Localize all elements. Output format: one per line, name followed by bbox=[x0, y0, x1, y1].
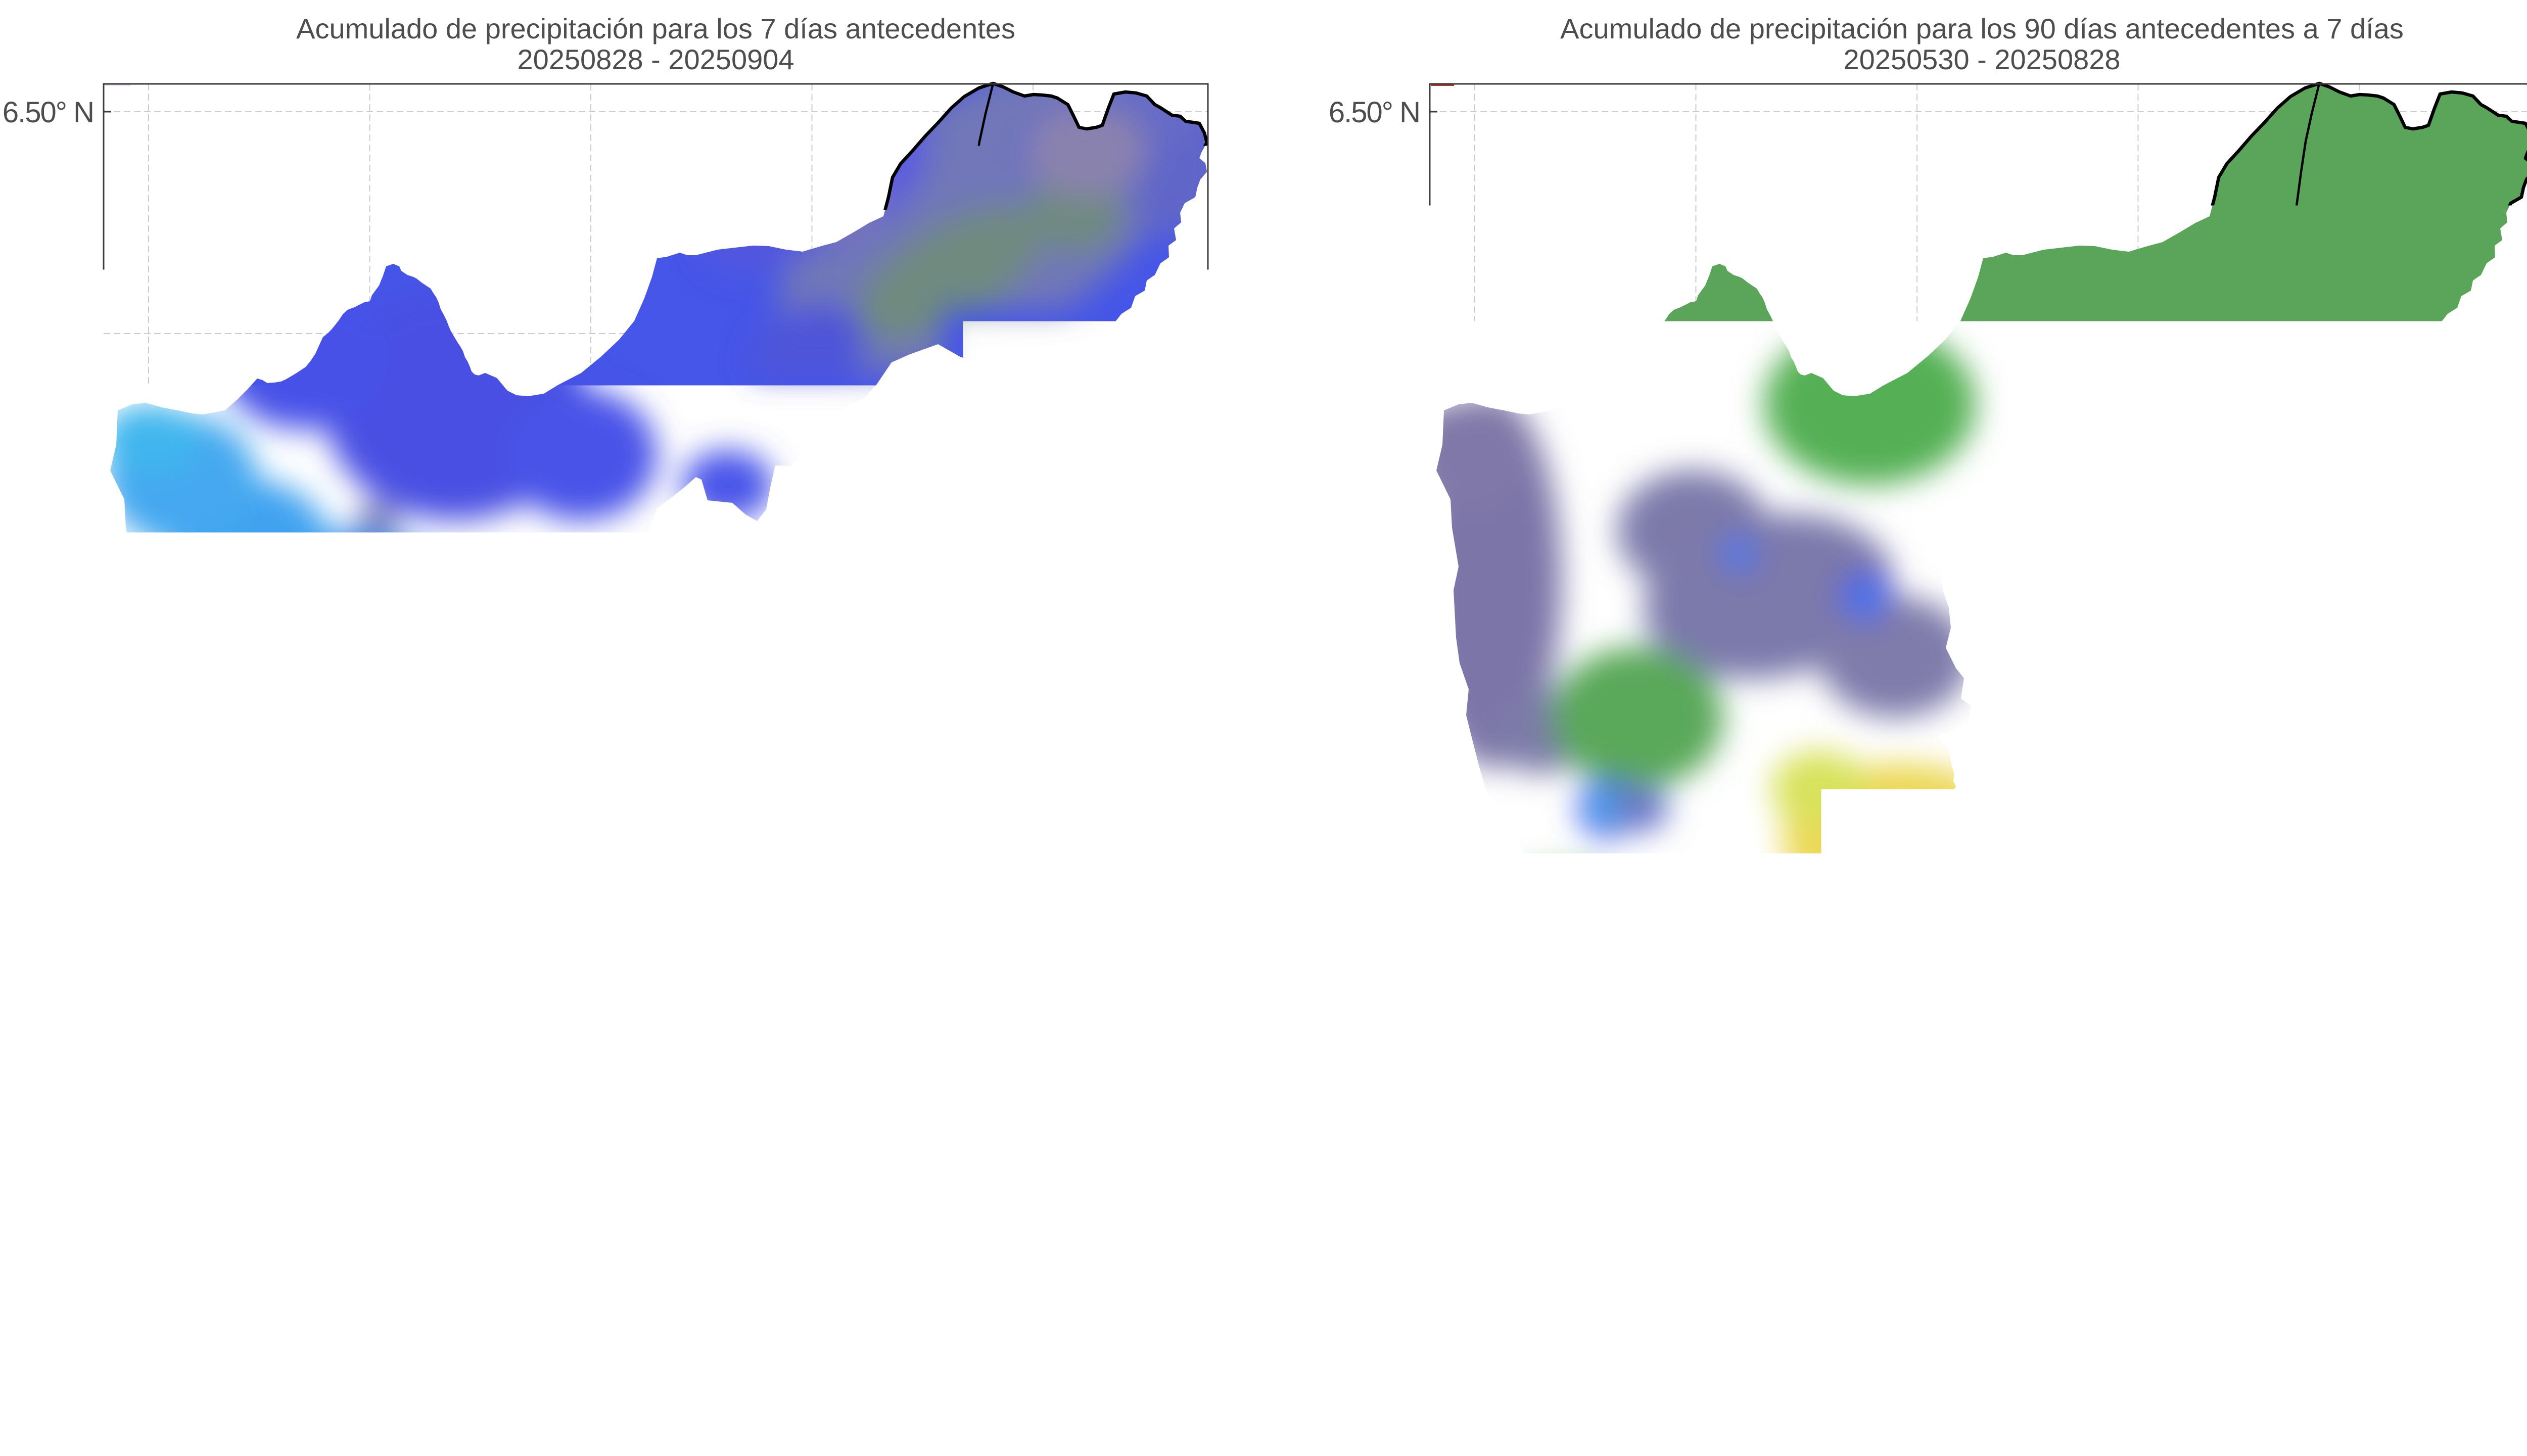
svg-text:6.50° N: 6.50° N bbox=[3, 96, 93, 129]
svg-text:400: 400 bbox=[1860, 1366, 1909, 1399]
svg-text:900: 900 bbox=[2365, 1366, 2414, 1399]
svg-text:100: 100 bbox=[487, 1366, 536, 1399]
svg-text:6.50° N: 6.50° N bbox=[1329, 96, 1420, 129]
svg-text:1000: 1000 bbox=[2458, 1366, 2523, 1399]
svg-text:500: 500 bbox=[1961, 1366, 2010, 1399]
svg-text:Acumulado de precipitación par: Acumulado de precipitación para los 7 dí… bbox=[296, 13, 1015, 44]
svg-text:0: 0 bbox=[145, 1366, 161, 1399]
svg-text:75.60° W: 75.60° W bbox=[313, 1277, 427, 1309]
svg-text:6.30° N: 6.30° N bbox=[3, 540, 93, 573]
svg-text:75.40° W: 75.40° W bbox=[2082, 1277, 2195, 1309]
svg-text:6.30° N: 6.30° N bbox=[1329, 540, 1420, 573]
svg-text:180: 180 bbox=[774, 1366, 823, 1399]
svg-text:20250828 - 20250904: 20250828 - 20250904 bbox=[517, 43, 794, 75]
svg-text:100: 100 bbox=[1558, 1366, 1607, 1399]
svg-text:6.00° N: 6.00° N bbox=[1329, 1205, 1420, 1238]
svg-text:60: 60 bbox=[352, 1366, 385, 1399]
svg-text:6.40° N: 6.40° N bbox=[3, 318, 93, 351]
svg-text:6.10° N: 6.10° N bbox=[1329, 983, 1420, 1016]
svg-text:40: 40 bbox=[280, 1366, 313, 1399]
svg-text:240: 240 bbox=[990, 1366, 1039, 1399]
svg-text:200: 200 bbox=[846, 1366, 895, 1399]
svg-text:700: 700 bbox=[2163, 1366, 2212, 1399]
svg-text:6.10° N: 6.10° N bbox=[3, 983, 93, 1016]
svg-text:75.70° W: 75.70° W bbox=[92, 1277, 206, 1309]
svg-text:280: 280 bbox=[1133, 1366, 1182, 1399]
svg-text:80: 80 bbox=[424, 1366, 456, 1399]
svg-text:75.30° W: 75.30° W bbox=[976, 1277, 1090, 1309]
svg-text:Acumulado de precipitación par: Acumulado de precipitación para los 90 d… bbox=[1560, 13, 2404, 44]
svg-text:6.00° N: 6.00° N bbox=[3, 1205, 93, 1238]
svg-text:10: 10 bbox=[172, 1366, 205, 1399]
svg-text:75.40° W: 75.40° W bbox=[756, 1277, 869, 1309]
svg-text:75.50° W: 75.50° W bbox=[534, 1277, 648, 1309]
svg-text:Acumulado Precipitación [mm]: Acumulado Precipitación [mm] bbox=[1761, 1409, 2211, 1446]
svg-text:160: 160 bbox=[703, 1366, 752, 1399]
svg-text:75.30° W: 75.30° W bbox=[2303, 1277, 2416, 1309]
svg-text:0: 0 bbox=[1474, 1366, 1490, 1399]
svg-text:140: 140 bbox=[631, 1366, 680, 1399]
svg-text:Acumulado Precipitación [mm]: Acumulado Precipitación [mm] bbox=[456, 1409, 907, 1446]
svg-text:120: 120 bbox=[559, 1366, 608, 1399]
svg-text:75.50° W: 75.50° W bbox=[1860, 1277, 1974, 1309]
svg-text:6.20° N: 6.20° N bbox=[1329, 762, 1420, 794]
svg-text:75.60° W: 75.60° W bbox=[1640, 1277, 1753, 1309]
svg-text:20: 20 bbox=[208, 1366, 241, 1399]
svg-text:200: 200 bbox=[1659, 1366, 1708, 1399]
svg-text:6.40° N: 6.40° N bbox=[1329, 318, 1420, 351]
svg-text:300: 300 bbox=[1760, 1366, 1809, 1399]
svg-text:6.20° N: 6.20° N bbox=[3, 762, 93, 794]
svg-text:75.70° W: 75.70° W bbox=[1418, 1277, 1532, 1309]
svg-text:800: 800 bbox=[2264, 1366, 2313, 1399]
svg-text:20250530 - 20250828: 20250530 - 20250828 bbox=[1843, 43, 2120, 75]
svg-text:600: 600 bbox=[2063, 1366, 2112, 1399]
